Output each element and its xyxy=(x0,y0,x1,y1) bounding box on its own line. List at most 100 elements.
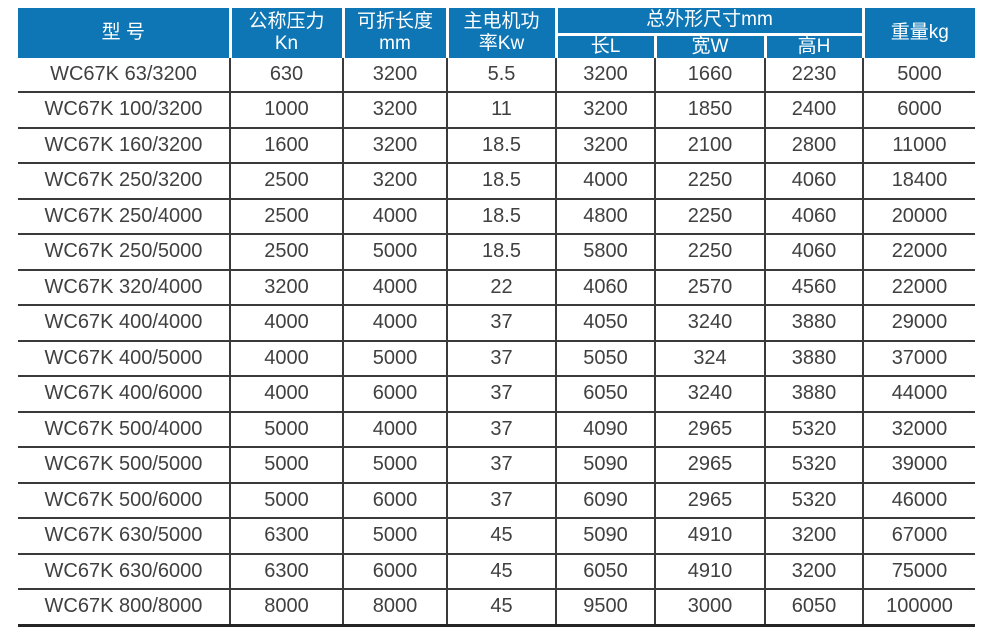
cell-pressure: 6300 xyxy=(229,553,343,590)
cell-dim_length: 5050 xyxy=(555,340,655,377)
cell-model: WC67K 500/4000 xyxy=(18,411,230,448)
cell-motor_power: 45 xyxy=(446,589,556,627)
cell-pressure: 5000 xyxy=(229,447,343,484)
cell-dim_width: 3240 xyxy=(654,305,765,342)
cell-dim_length: 6090 xyxy=(555,482,655,519)
col-header-model: 型 号 xyxy=(18,8,230,58)
cell-fold_length: 4000 xyxy=(342,269,447,306)
cell-weight: 46000 xyxy=(862,482,975,519)
cell-fold_length: 8000 xyxy=(342,589,447,627)
cell-fold_length: 6000 xyxy=(342,482,447,519)
cell-dim_width: 2250 xyxy=(654,198,765,235)
cell-weight: 39000 xyxy=(862,447,975,484)
table-row: WC67K 320/4000 3200 4000 22 4060 2570 4560 2200… xyxy=(18,269,975,306)
col-header-dim-width: 宽W xyxy=(653,34,765,58)
col-header-fold-length-line2: mm xyxy=(379,32,411,54)
cell-model: WC67K 800/8000 xyxy=(18,589,230,627)
cell-motor_power: 37 xyxy=(446,376,556,413)
cell-weight: 29000 xyxy=(862,305,975,342)
cell-pressure: 3200 xyxy=(229,269,343,306)
table-row: WC67K 250/5000 2500 5000 18.5 5800 2250 4060 22… xyxy=(18,234,975,271)
col-header-weight: 重量kg xyxy=(861,8,975,58)
col-header-motor-power-line1: 主电机功 xyxy=(463,10,540,32)
cell-weight: 100000 xyxy=(862,589,975,627)
cell-motor_power: 18.5 xyxy=(446,163,556,200)
cell-weight: 44000 xyxy=(862,376,975,413)
cell-dim_length: 6050 xyxy=(555,376,655,413)
cell-pressure: 2500 xyxy=(229,234,343,271)
cell-fold_length: 5000 xyxy=(342,518,447,555)
cell-dim_height: 4060 xyxy=(764,163,863,200)
table-row: WC67K 100/3200 1000 3200 11 3200 1850 2400 6000 xyxy=(18,92,975,129)
cell-pressure: 630 xyxy=(229,57,343,93)
cell-dim_height: 3200 xyxy=(764,553,863,590)
col-header-pressure: 公称压力 Kn xyxy=(228,8,343,58)
cell-dim_width: 2965 xyxy=(654,447,765,484)
cell-fold_length: 4000 xyxy=(342,305,447,342)
table-row: WC67K 500/5000 5000 5000 37 5090 2965 5320 3900… xyxy=(18,447,975,484)
cell-dim_width: 324 xyxy=(654,340,765,377)
table-row: WC67K 500/6000 5000 6000 37 6090 2965 5320 4600… xyxy=(18,482,975,519)
cell-fold_length: 4000 xyxy=(342,411,447,448)
spec-table-container: 型 号 公称压力 Kn 可折长度 mm 主电机功 率Kw 总外形尺寸mm xyxy=(18,8,975,627)
cell-motor_power: 5.5 xyxy=(446,57,556,93)
col-header-weight-label: 重量kg xyxy=(890,21,949,43)
cell-weight: 22000 xyxy=(862,269,975,306)
cell-fold_length: 6000 xyxy=(342,553,447,590)
cell-motor_power: 37 xyxy=(446,305,556,342)
table-row: WC67K 63/3200 630 3200 5.5 3200 1660 2230 5000 xyxy=(18,57,975,93)
table-row: WC67K 250/3200 2500 3200 18.5 4000 2250 4060 18… xyxy=(18,163,975,200)
cell-weight: 37000 xyxy=(862,340,975,377)
cell-pressure: 1600 xyxy=(229,127,343,164)
table-row: WC67K 500/4000 5000 4000 37 4090 2965 5320 3200… xyxy=(18,411,975,448)
cell-motor_power: 37 xyxy=(446,447,556,484)
cell-dim_height: 3200 xyxy=(764,518,863,555)
cell-model: WC67K 400/5000 xyxy=(18,340,230,377)
cell-fold_length: 5000 xyxy=(342,447,447,484)
cell-dim_length: 5090 xyxy=(555,518,655,555)
cell-model: WC67K 250/5000 xyxy=(18,234,230,271)
cell-motor_power: 37 xyxy=(446,340,556,377)
cell-pressure: 6300 xyxy=(229,518,343,555)
cell-dim_width: 4910 xyxy=(654,518,765,555)
cell-motor_power: 45 xyxy=(446,553,556,590)
cell-dim_height: 5320 xyxy=(764,411,863,448)
cell-dim_width: 2965 xyxy=(654,411,765,448)
spec-table: 型 号 公称压力 Kn 可折长度 mm 主电机功 率Kw 总外形尺寸mm xyxy=(18,8,975,627)
cell-weight: 20000 xyxy=(862,198,975,235)
cell-dim_length: 6050 xyxy=(555,553,655,590)
cell-weight: 22000 xyxy=(862,234,975,271)
cell-weight: 67000 xyxy=(862,518,975,555)
cell-dim_height: 5320 xyxy=(764,447,863,484)
cell-dim_width: 4910 xyxy=(654,553,765,590)
col-header-motor-power: 主电机功 率Kw xyxy=(445,8,556,58)
cell-dim_height: 2400 xyxy=(764,92,863,129)
cell-motor_power: 18.5 xyxy=(446,127,556,164)
cell-dim_width: 2250 xyxy=(654,234,765,271)
cell-dim_length: 9500 xyxy=(555,589,655,627)
cell-dim_width: 2250 xyxy=(654,163,765,200)
cell-fold_length: 3200 xyxy=(342,92,447,129)
cell-model: WC67K 250/4000 xyxy=(18,198,230,235)
table-body: WC67K 63/3200 630 3200 5.5 3200 1660 2230 5000 W… xyxy=(18,57,975,627)
cell-dim_length: 5090 xyxy=(555,447,655,484)
cell-dim_length: 3200 xyxy=(555,92,655,129)
cell-weight: 18400 xyxy=(862,163,975,200)
cell-dim_length: 4000 xyxy=(555,163,655,200)
col-header-motor-power-line2: 率Kw xyxy=(478,32,525,54)
col-header-pressure-line2: Kn xyxy=(274,32,299,54)
table-row: WC67K 400/6000 4000 6000 37 6050 3240 3880 4400… xyxy=(18,376,975,413)
cell-dim_height: 4060 xyxy=(764,234,863,271)
cell-pressure: 4000 xyxy=(229,305,343,342)
cell-motor_power: 18.5 xyxy=(446,198,556,235)
cell-pressure: 5000 xyxy=(229,482,343,519)
cell-motor_power: 18.5 xyxy=(446,234,556,271)
table-row: WC67K 800/8000 8000 8000 45 9500 3000 6050 1000… xyxy=(18,589,975,627)
cell-fold_length: 5000 xyxy=(342,234,447,271)
cell-dim_width: 1850 xyxy=(654,92,765,129)
cell-dim_length: 3200 xyxy=(555,127,655,164)
cell-pressure: 2500 xyxy=(229,163,343,200)
cell-dim_height: 6050 xyxy=(764,589,863,627)
cell-pressure: 4000 xyxy=(229,376,343,413)
